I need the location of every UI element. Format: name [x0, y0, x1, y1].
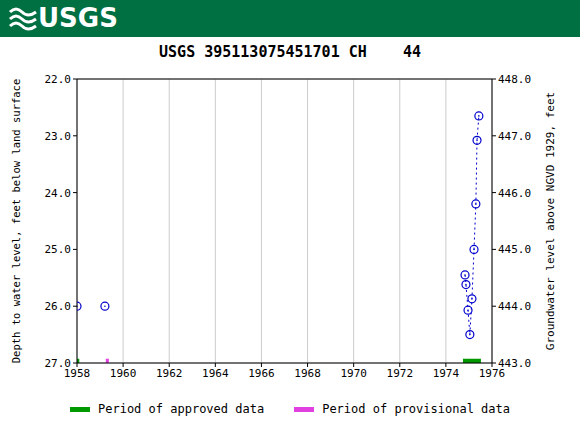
- svg-text:24.0: 24.0: [45, 187, 72, 200]
- svg-text:444.0: 444.0: [498, 300, 531, 313]
- svg-text:27.0: 27.0: [45, 357, 72, 370]
- svg-text:1960: 1960: [110, 367, 137, 380]
- svg-text:448.0: 448.0: [498, 73, 531, 86]
- svg-text:25.0: 25.0: [45, 243, 72, 256]
- svg-text:1964: 1964: [202, 367, 229, 380]
- svg-text:22.0: 22.0: [45, 73, 72, 86]
- svg-text:445.0: 445.0: [498, 243, 531, 256]
- html-text:Period of provisional data: Period of provisional data: [322, 402, 510, 416]
- svg-text:1968: 1968: [294, 367, 321, 380]
- svg-text:443.0: 443.0: [498, 357, 531, 370]
- svg-text:23.0: 23.0: [45, 130, 72, 143]
- svg-text:Depth to water level, feet bel: Depth to water level, feet below land su…: [10, 79, 22, 363]
- svg-text:1976: 1976: [478, 366, 506, 380]
- svg-text:1966: 1966: [248, 367, 275, 380]
- svg-text:Groundwater level above NGVD 1: Groundwater level above NGVD 1929, feet: [544, 92, 557, 350]
- html-text:Period of approved data: Period of approved data: [98, 402, 265, 416]
- svg-text:447.0: 447.0: [498, 130, 531, 143]
- svg-text:1970: 1970: [340, 367, 367, 380]
- svg-text:1958: 1958: [63, 366, 91, 380]
- svg-text:1972: 1972: [387, 367, 414, 380]
- svg-text:26.0: 26.0: [45, 300, 72, 313]
- svg-text:446.0: 446.0: [498, 187, 531, 200]
- html-text:USGS 395113075451701 CH 44: USGS 395113075451701 CH 44: [159, 43, 421, 61]
- html-text:USGS: USGS: [38, 3, 118, 33]
- svg-text:1974: 1974: [433, 367, 460, 380]
- svg-text:1962: 1962: [156, 367, 183, 380]
